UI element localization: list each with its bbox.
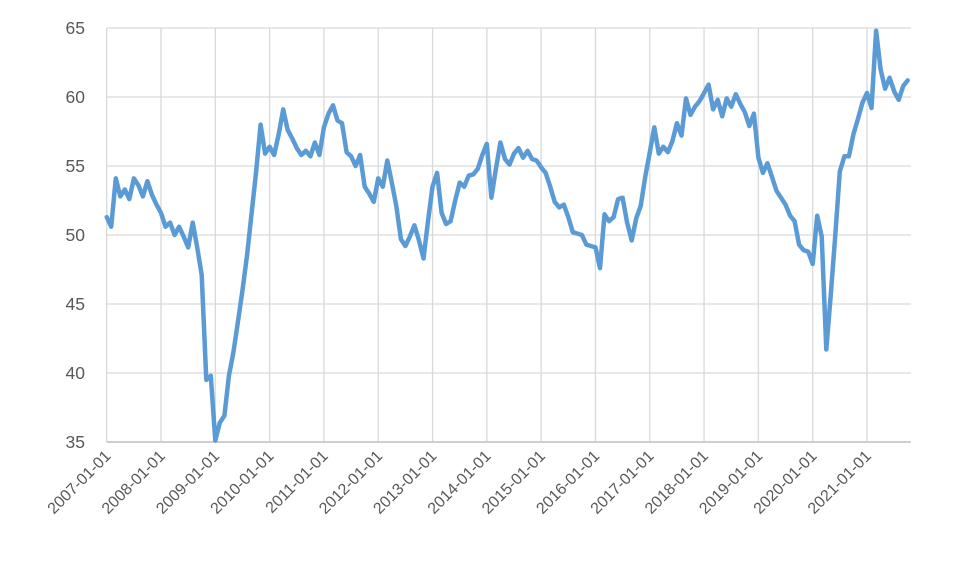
y-tick-label: 50 <box>66 225 86 245</box>
data-line-series <box>104 28 910 443</box>
y-tick-label: 60 <box>66 87 86 107</box>
y-tick-label: 65 <box>66 18 85 38</box>
x-axis-labels: 2007-01-012008-01-012009-01-012010-01-01… <box>45 448 875 518</box>
y-axis-labels: 35 40 45 50 55 60 65 <box>66 18 86 452</box>
y-tick-label: 35 <box>66 432 85 452</box>
y-tick-label: 45 <box>66 294 85 314</box>
y-gridlines <box>106 27 911 443</box>
y-tick-label: 55 <box>66 156 85 176</box>
y-tick-label: 40 <box>66 363 86 383</box>
